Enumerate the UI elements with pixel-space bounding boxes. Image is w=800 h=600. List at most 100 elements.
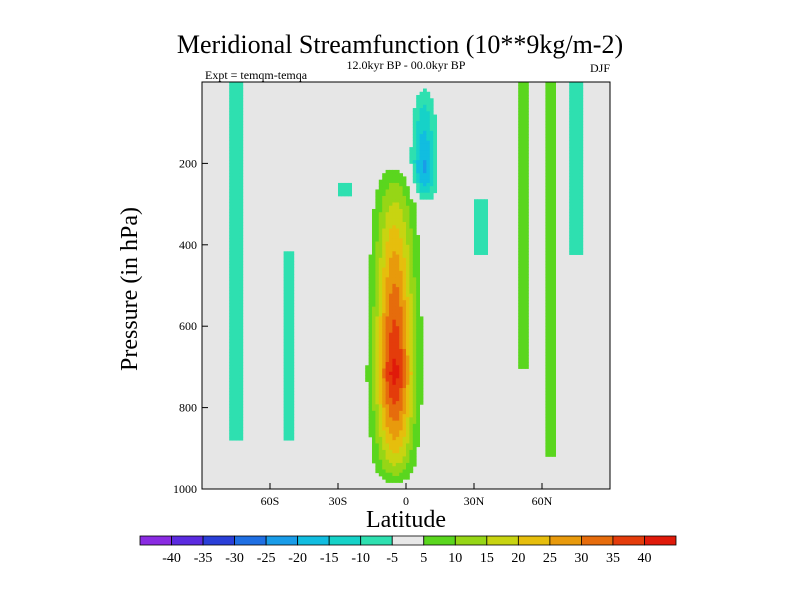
contour-cell [412, 339, 417, 343]
contour-cell [375, 228, 380, 233]
contour-cell [229, 137, 233, 142]
contour-cell [385, 176, 390, 181]
contour-cell [395, 287, 400, 291]
contour-cell [399, 456, 403, 461]
contour-cell [525, 91, 529, 96]
contour-cell [378, 417, 383, 422]
contour-cell [382, 371, 386, 376]
contour-cell [552, 82, 556, 86]
contour-cell [389, 199, 393, 203]
contour-cell [232, 215, 237, 220]
contour-cell [283, 270, 288, 275]
contour-cell [552, 309, 556, 314]
contour-cell [283, 384, 288, 389]
contour-cell [392, 238, 397, 242]
contour-cell [552, 192, 556, 197]
contour-cell [395, 283, 400, 288]
contour-cell [406, 222, 410, 226]
contour-cell [239, 179, 244, 184]
contour-cell [372, 381, 376, 386]
contour-cell [236, 322, 240, 327]
contour-cell [548, 355, 553, 360]
contour-cell [229, 414, 233, 418]
contour-cell [521, 339, 526, 343]
contour-cell [229, 225, 233, 229]
contour-cell [287, 388, 291, 392]
contour-cell [375, 332, 380, 337]
contour-cell [416, 137, 420, 142]
contour-cell [232, 306, 237, 311]
contour-cell [545, 254, 550, 259]
contour-cell [232, 88, 237, 93]
contour-cell [548, 378, 553, 382]
contour-cell [375, 365, 380, 369]
contour-cell [521, 254, 526, 259]
contour-cell [518, 332, 522, 337]
contour-cell [287, 381, 291, 386]
contour-cell [572, 143, 577, 148]
contour-cell [372, 251, 376, 255]
contour-cell [402, 244, 407, 249]
contour-cell [552, 362, 556, 366]
contour-cell [385, 189, 390, 194]
contour-cell [372, 222, 376, 226]
contour-cell [232, 195, 237, 200]
contour-cell [525, 169, 529, 174]
contour-cell [389, 212, 393, 216]
contour-cell [382, 182, 386, 187]
contour-cell [419, 335, 424, 340]
contour-cell [392, 417, 397, 422]
contour-cell [576, 235, 580, 239]
contour-cell [232, 296, 237, 301]
contour-cell [416, 150, 420, 155]
contour-cell [385, 433, 390, 438]
contour-cell [368, 404, 373, 408]
contour-cell [552, 319, 556, 324]
contour-cell [395, 261, 400, 265]
contour-cell [283, 316, 288, 321]
contour-cell [409, 228, 414, 233]
contour-cell [232, 277, 237, 282]
contour-cell [545, 114, 550, 119]
contour-cell [412, 290, 417, 295]
contour-cell [239, 222, 244, 226]
contour-cell [548, 101, 553, 106]
contour-cell [395, 410, 400, 415]
contour-cell [287, 427, 291, 431]
contour-cell [419, 101, 424, 106]
contour-cell [365, 365, 369, 369]
contour-cell [545, 371, 550, 376]
contour-cell [406, 407, 410, 412]
contour-cell [416, 326, 420, 330]
contour-cell [232, 140, 237, 145]
contour-cell [409, 453, 414, 457]
contour-cell [375, 381, 380, 386]
contour-cell [382, 195, 386, 200]
contour-cell [412, 433, 417, 438]
contour-cell [426, 192, 431, 197]
contour-cell [521, 218, 526, 223]
contour-cell [375, 342, 380, 347]
contour-cell [229, 215, 233, 220]
contour-cell [287, 280, 291, 285]
contour-cell [372, 241, 376, 246]
contour-cell [389, 414, 393, 418]
contour-cell [236, 244, 240, 249]
contour-cell [518, 124, 522, 128]
contour-cell [419, 134, 424, 138]
contour-cell [402, 280, 407, 285]
contour-cell [416, 355, 420, 360]
contour-cell [576, 251, 580, 255]
contour-cell [402, 342, 407, 347]
contour-cell [412, 388, 417, 392]
contour-cell [406, 186, 410, 190]
contour-cell [385, 264, 390, 268]
contour-cell [477, 202, 482, 207]
contour-cell [518, 218, 522, 223]
contour-cell [290, 417, 295, 422]
contour-cell [412, 137, 417, 142]
contour-cell [378, 345, 383, 350]
contour-cell [406, 329, 410, 334]
contour-cell [416, 316, 420, 321]
contour-cell [518, 153, 522, 158]
